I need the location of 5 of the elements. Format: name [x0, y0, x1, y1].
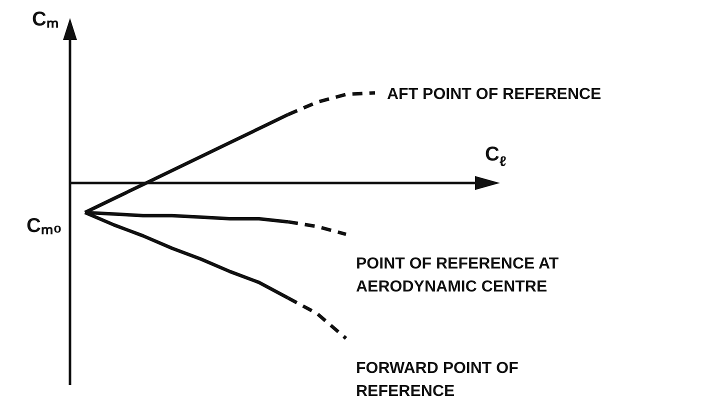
- y-axis-title: Cₘ: [32, 8, 58, 31]
- series-label: POINT OF REFERENCE AT AERODYNAMIC CENTRE: [356, 256, 559, 296]
- series-label: AFT POINT OF REFERENCE: [387, 86, 602, 104]
- text: Cₘ₀: [26, 215, 62, 238]
- series-label: FORWARD POINT OF REFERENCE: [356, 360, 519, 400]
